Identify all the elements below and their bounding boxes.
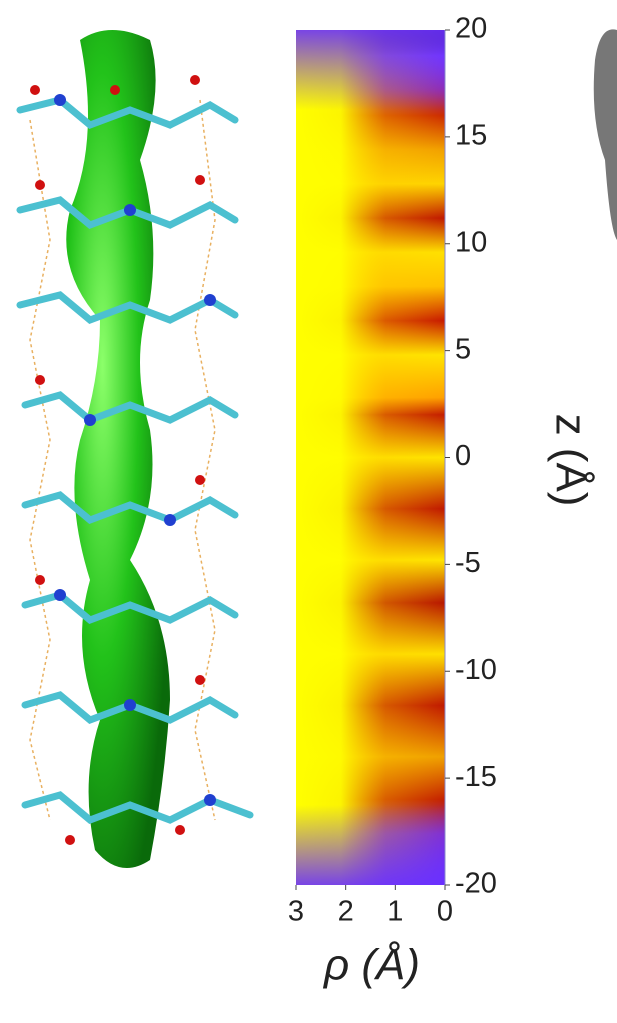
y-tick-label: -5 [455, 547, 481, 579]
y-tick-label: -15 [455, 761, 497, 793]
molecule-illustration [16, 30, 254, 868]
channel-surface [66, 30, 170, 868]
y-tick-label: 0 [455, 440, 471, 472]
y-tick-label: -10 [455, 654, 497, 686]
x-tick-label: 1 [387, 896, 403, 928]
x-tick-label: 2 [338, 896, 354, 928]
density-map [296, 30, 446, 885]
x-axis-label: ρ (Å) [322, 941, 420, 990]
y-tick-label: 20 [455, 13, 487, 45]
y-tick-label: 5 [455, 333, 471, 365]
x-tick-label: 0 [437, 896, 453, 928]
y-tick-label: -20 [455, 868, 497, 900]
x-tick-label: 3 [288, 896, 304, 928]
cropped-illustration [593, 29, 617, 240]
y-axis-label: z (Å) [546, 414, 595, 507]
y-tick-label: 10 [455, 226, 487, 258]
y-tick-label: 15 [455, 120, 487, 152]
